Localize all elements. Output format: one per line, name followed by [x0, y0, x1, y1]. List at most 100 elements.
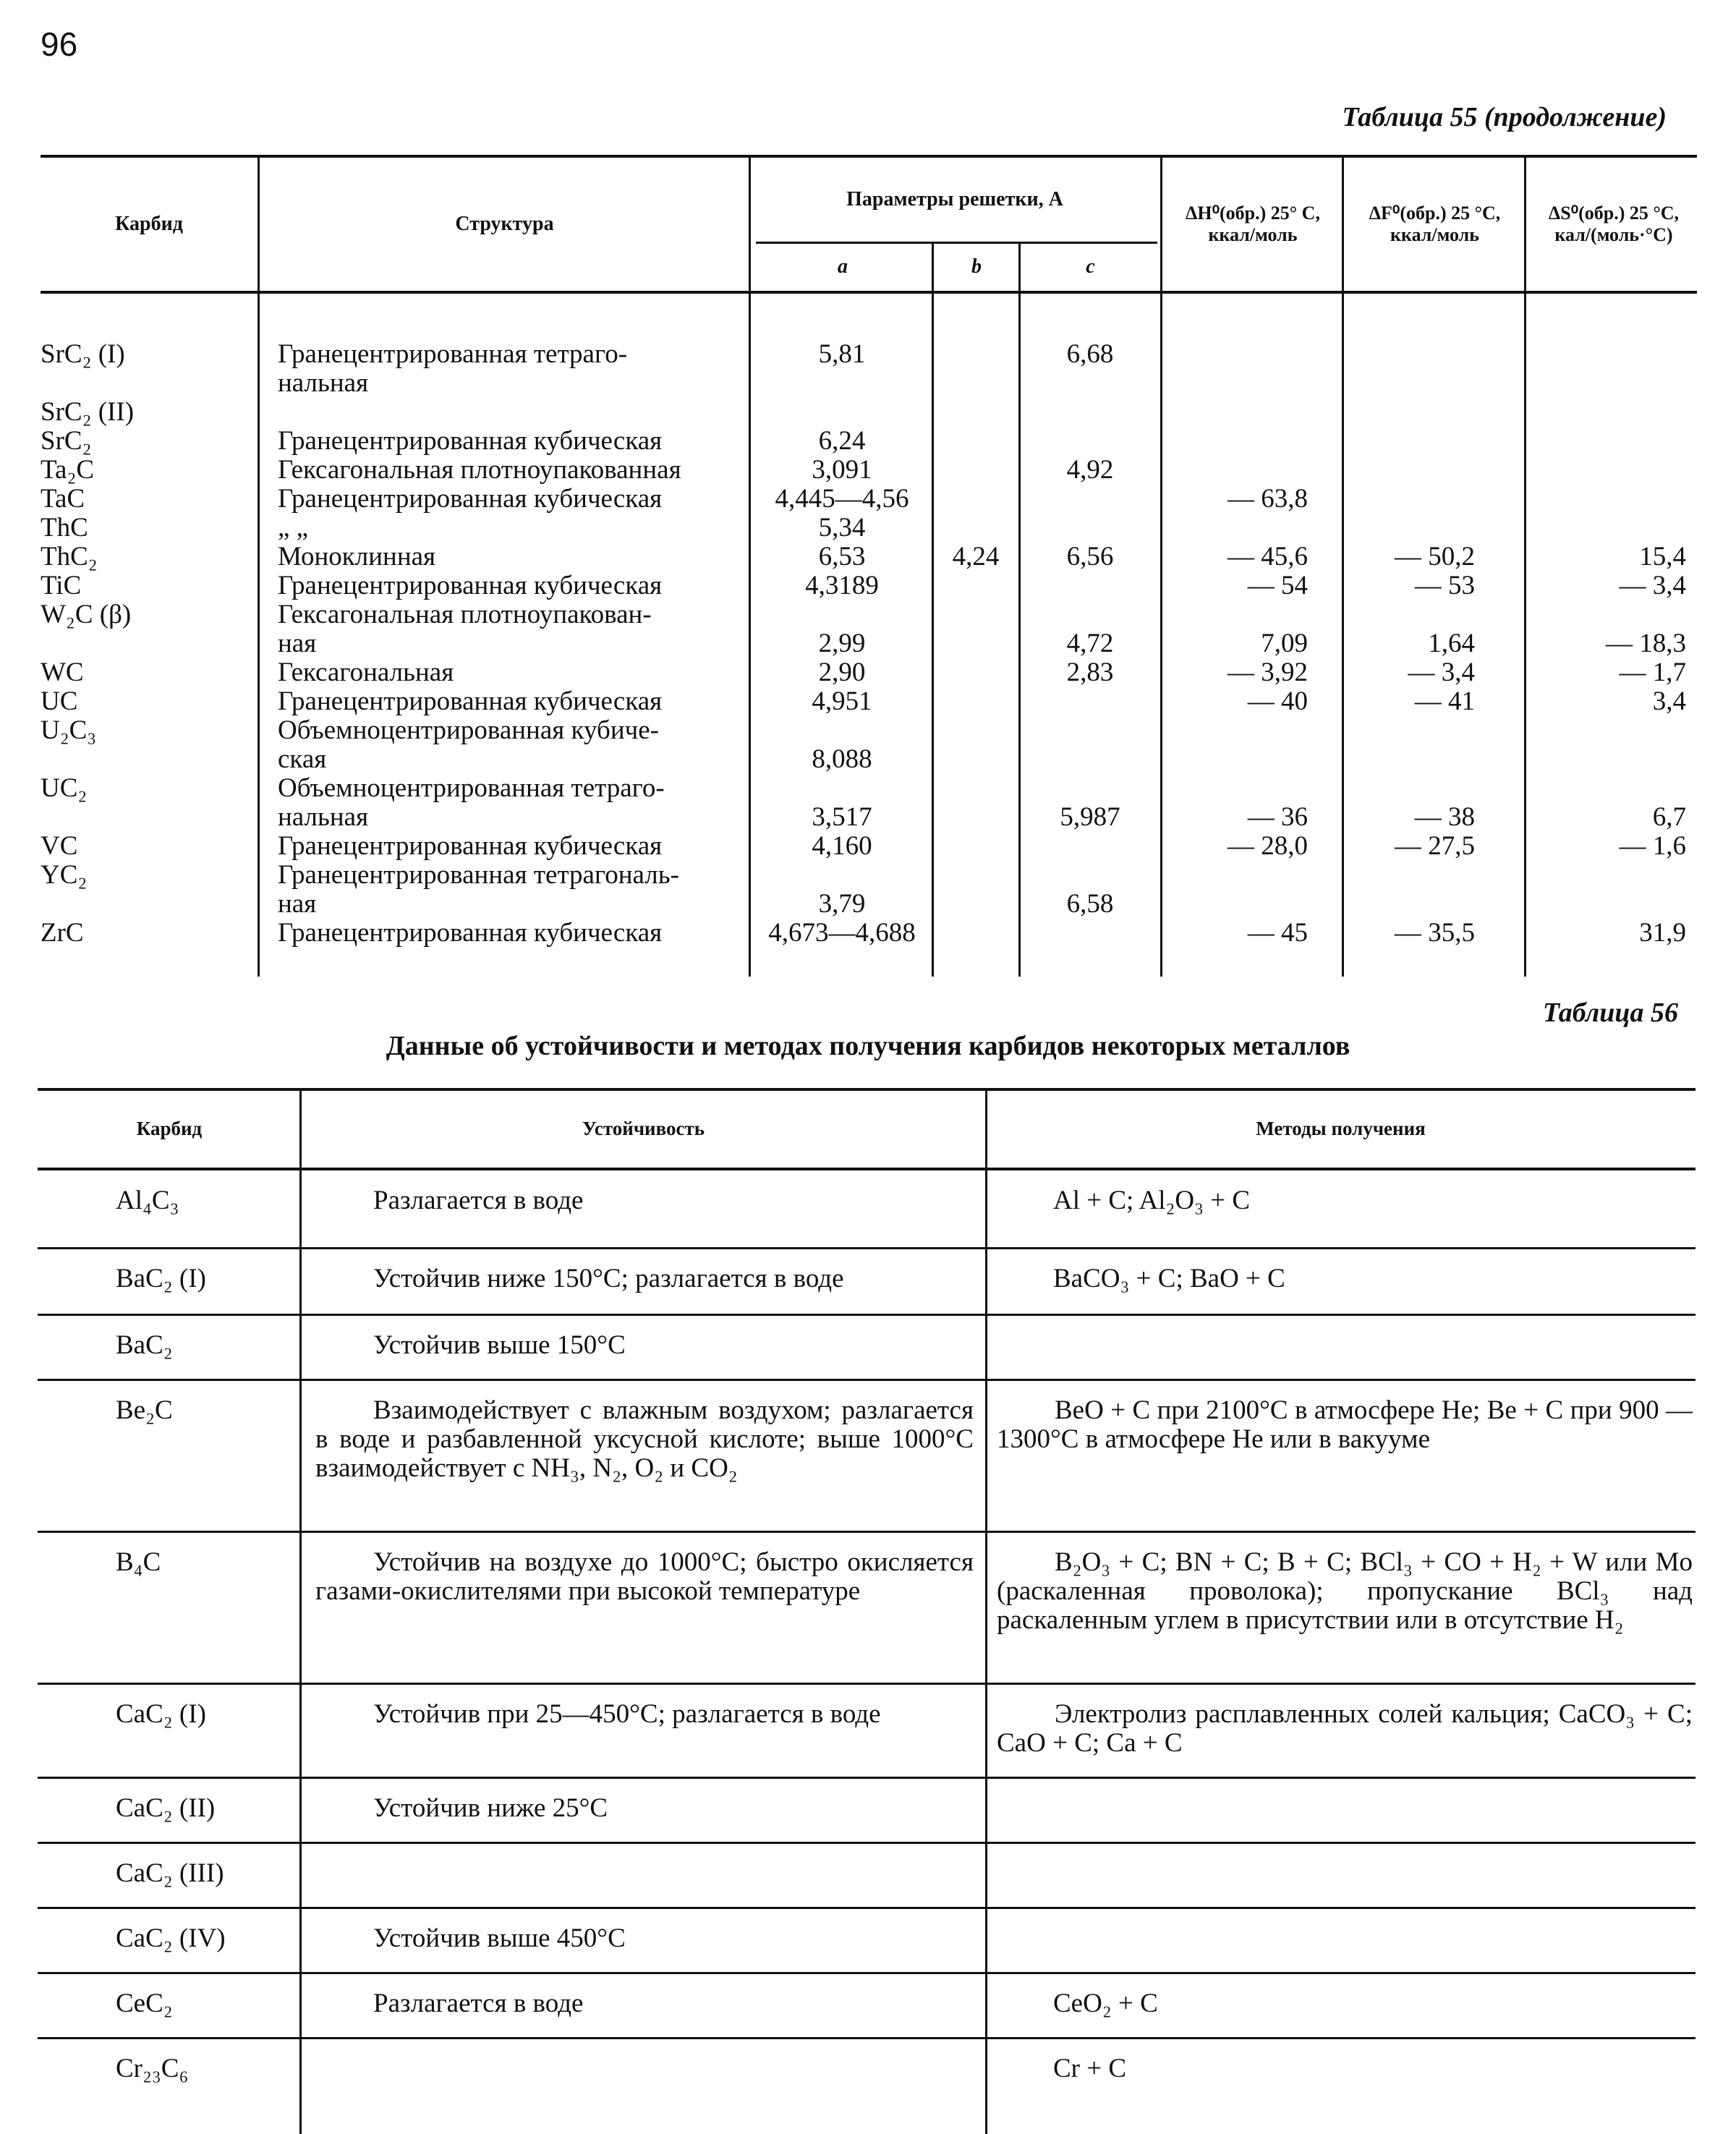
carbide-formula: BaC₂: [116, 1330, 173, 1360]
carbide-formula: CeC₂: [116, 1989, 173, 2018]
carbide-formula: TaC: [41, 484, 85, 514]
carbide-formula: SrC₂ (I): [41, 339, 125, 369]
divider: [1342, 158, 1344, 977]
carbide-formula: Ta₂C: [41, 455, 95, 485]
row-divider: [38, 1777, 1695, 1779]
divider: [38, 1168, 1695, 1170]
stability-text: Разлагается в воде: [373, 1989, 584, 2018]
value-dH: — 36: [1247, 802, 1308, 832]
value-dS: — 3,4: [1619, 571, 1687, 600]
row-divider: [38, 1314, 1695, 1316]
row-divider: [38, 1379, 1695, 1381]
value-c: 6,68: [1066, 339, 1114, 369]
value-a: 5,81: [818, 339, 866, 369]
value-c: 6,58: [1066, 889, 1114, 919]
header-lattice: Параметры решетки, А: [846, 187, 1063, 211]
value-dF: — 3,4: [1408, 658, 1476, 687]
value-dS: 15,4: [1639, 542, 1686, 571]
value-a: 6,53: [818, 542, 866, 571]
stability-text: Устойчив выше 150°C: [373, 1330, 626, 1360]
value-dS: 31,9: [1639, 918, 1686, 948]
methods-text: CeO₂ + C: [1053, 1989, 1158, 2018]
value-dH: — 40: [1247, 686, 1308, 716]
stability-text: Устойчив ниже 25°C: [373, 1793, 608, 1823]
value-a: 8,088: [812, 744, 872, 774]
value-a: 4,445—4,56: [775, 484, 909, 514]
structure-text: Гексагональная плотноупакованная: [278, 455, 681, 485]
table55-caption: Таблица 55 (продолжение): [1342, 102, 1667, 132]
stability-text: Устойчив при 25—450°C; разлагается в вод…: [373, 1699, 881, 1729]
structure-text: Гранецентрированная кубическая: [278, 571, 663, 600]
stability-text: Устойчив ниже 150°C; разлагается в воде: [373, 1264, 844, 1293]
value-a: 3,517: [812, 802, 872, 832]
value-a: 4,951: [812, 686, 872, 716]
row-divider: [38, 2037, 1695, 2039]
value-dF: — 35,5: [1395, 918, 1475, 948]
stability-text: Устойчив выше 450°C: [373, 1923, 626, 1953]
carbide-formula: W₂C (β): [41, 600, 132, 629]
value-b: 4,24: [952, 542, 1000, 571]
carbide-formula: Cr₂₃C₆: [116, 2054, 189, 2083]
value-a: 4,3189: [805, 571, 879, 600]
value-a: 5,34: [818, 513, 866, 543]
carbide-formula: UC: [41, 686, 78, 716]
structure-text: Гранецентрированная кубическая: [278, 831, 663, 861]
carbide-formula: CaC₂ (III): [116, 1858, 224, 1888]
value-dF: — 27,5: [1395, 831, 1475, 861]
value-dH: — 63,8: [1227, 484, 1308, 514]
carbide-formula: SrC₂ (II): [41, 397, 135, 427]
divider: [985, 1091, 987, 2134]
table56-title: Данные об устойчивости и методах получен…: [386, 1031, 1350, 1061]
value-c: 4,72: [1066, 629, 1114, 658]
header-c: c: [1086, 255, 1095, 279]
divider: [749, 158, 751, 977]
structure-text: Моноклинная: [278, 542, 436, 571]
header-structure: Структура: [455, 212, 554, 235]
header-methods: Методы получения: [1256, 1118, 1426, 1140]
carbide-formula: Be₂C: [116, 1395, 173, 1425]
methods-text: BeO + C при 2100°C в атмосфере He; Be + …: [997, 1395, 1693, 1454]
carbide-formula: CaC₂ (IV): [116, 1923, 226, 1953]
stability-text: Устойчив на воздухе до 1000°C; быстро ок…: [315, 1547, 974, 1606]
value-dS: — 1,7: [1619, 658, 1687, 687]
value-c: 6,56: [1066, 542, 1114, 571]
header-a: a: [838, 255, 848, 279]
carbide-formula: VC: [41, 831, 78, 861]
header-stability: Устойчивость: [582, 1118, 705, 1140]
header-dS: ΔS⁰(обр.) 25 °C, кал/(моль·°C): [1548, 203, 1680, 245]
header-carbide: Карбид: [136, 1118, 203, 1140]
value-c: 2,83: [1066, 658, 1114, 687]
divider: [299, 1091, 302, 2134]
value-a: 3,091: [812, 455, 872, 485]
carbide-formula: SrC₂: [41, 426, 92, 456]
structure-text: Гранецентрированная кубическая: [278, 484, 663, 514]
table56-caption: Таблица 56: [1542, 998, 1678, 1028]
divider: [258, 158, 260, 977]
methods-text: BaCO₃ + C; BaO + C: [1053, 1264, 1285, 1293]
structure-text: Гексагональная: [278, 658, 454, 687]
value-a: 2,90: [818, 658, 866, 687]
value-dH: — 3,92: [1227, 658, 1308, 687]
carbide-formula: TiC: [41, 571, 82, 600]
value-dH: — 28,0: [1227, 831, 1308, 861]
carbide-formula: WC: [41, 658, 84, 687]
value-dS: — 1,6: [1619, 831, 1687, 861]
structure-text: Объемноцентрированная кубиче- ская: [278, 715, 659, 774]
stability-text: Взаимодействует с влажным воздухом; разл…: [315, 1395, 974, 1483]
structure-text: Гранецентрированная кубическая: [278, 918, 663, 948]
row-divider: [38, 1247, 1695, 1249]
methods-text: Al + C; Al₂O₃ + C: [1053, 1186, 1251, 1215]
value-dF: — 50,2: [1395, 542, 1475, 571]
divider: [41, 291, 1697, 294]
header-dH: ΔH⁰(обр.) 25° C, ккал/моль: [1186, 203, 1320, 245]
value-dF: — 38: [1414, 802, 1475, 832]
value-dF: — 41: [1414, 686, 1475, 716]
value-dF: 1,64: [1428, 629, 1475, 658]
value-dS: — 18,3: [1606, 629, 1686, 658]
structure-text: Гранецентрированная кубическая: [278, 686, 663, 716]
methods-text: Cr + C: [1053, 2054, 1127, 2083]
value-a: 2,99: [818, 629, 866, 658]
page-number: 96: [41, 25, 78, 63]
row-divider: [38, 1842, 1695, 1844]
structure-text: Гранецентрированная тетрагональ- ная: [278, 860, 679, 919]
